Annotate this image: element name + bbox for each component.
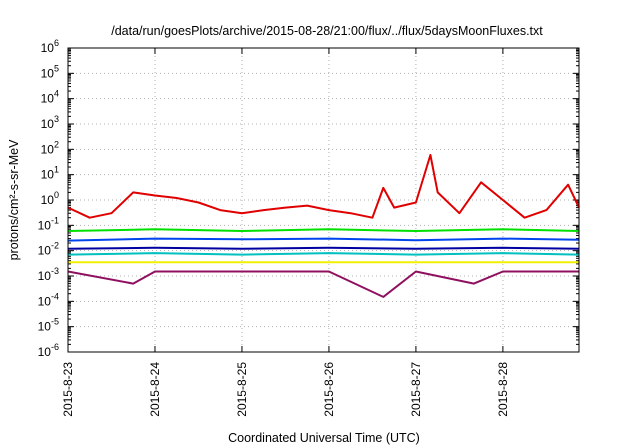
- y-tick-label-base: 10: [38, 320, 52, 334]
- y-tick-label: 10-4: [38, 291, 59, 308]
- y-tick-label: 105: [41, 63, 59, 80]
- x-tick-label: 2015-8-28: [496, 362, 510, 417]
- x-tick-label: 2015-8-26: [322, 362, 336, 417]
- series-line: [67, 237, 580, 242]
- y-tick-label: 104: [41, 89, 59, 106]
- y-tick-label: 10-5: [38, 317, 59, 334]
- y-tick-label-base: 10: [41, 92, 55, 106]
- y-tick-label-base: 10: [41, 168, 55, 182]
- series-line: [67, 246, 580, 250]
- y-tick-label-exponent: 6: [54, 38, 59, 48]
- series-line: [67, 154, 580, 219]
- series-line: [67, 270, 579, 298]
- x-tick-label: 2015-8-27: [409, 362, 423, 417]
- y-tick-label: 10-1: [38, 215, 59, 232]
- y-tick-label-base: 10: [41, 66, 55, 80]
- y-tick-label-base: 10: [41, 193, 55, 207]
- y-tick-label-exponent: -2: [51, 241, 59, 251]
- x-tick-label: 2015-8-25: [235, 362, 249, 417]
- y-tick-label-exponent: 1: [54, 165, 59, 175]
- x-axis-label: Coordinated Universal Time (UTC): [228, 431, 420, 445]
- y-tick-label-base: 10: [38, 244, 52, 258]
- series-layer: [67, 154, 580, 298]
- plot-frame: [67, 47, 580, 353]
- series-line: [67, 252, 580, 256]
- y-tick-label: 103: [41, 114, 59, 131]
- y-axis-label: protons/cm²-s-sr-MeV: [7, 139, 21, 261]
- y-tick-label-exponent: -3: [51, 266, 59, 276]
- x-tick-label: 2015-8-24: [148, 362, 162, 417]
- y-tick-label-exponent: -5: [51, 317, 59, 327]
- y-tick-label: 100: [41, 190, 59, 207]
- y-tick-label: 10-2: [38, 241, 59, 258]
- x-tick-labels: 2015-8-23 2015-8-24 2015-8-25 2015-8-26 2015…: [61, 362, 510, 417]
- y-tick-label-base: 10: [41, 142, 55, 156]
- y-tick-label: 101: [41, 165, 59, 182]
- y-tick-label-exponent: 3: [54, 114, 59, 124]
- y-tick-label-exponent: 5: [54, 63, 59, 73]
- y-tick-label: 10-6: [38, 342, 59, 359]
- y-tick-label-exponent: -6: [51, 342, 59, 352]
- y-tick-label-exponent: 0: [54, 190, 59, 200]
- y-tick-label-exponent: 4: [54, 89, 59, 99]
- y-tick-label-exponent: 2: [54, 139, 59, 149]
- y-tick-label-base: 10: [38, 269, 52, 283]
- y-tick-labels: 10-610-510-410-310-210-11001011021031041…: [38, 38, 59, 359]
- y-tick-label-exponent: -4: [51, 291, 59, 301]
- series-line: [67, 228, 580, 232]
- y-tick-label-base: 10: [38, 218, 52, 232]
- y-tick-label-exponent: -1: [51, 215, 59, 225]
- chart-title: /data/run/goesPlots/archive/2015-08-28/2…: [111, 24, 543, 38]
- y-tick-label: 106: [41, 38, 59, 55]
- y-tick-label: 10-3: [38, 266, 59, 283]
- x-tick-label: 2015-8-23: [61, 362, 75, 417]
- y-tick-label-base: 10: [38, 294, 52, 308]
- y-tick-label-base: 10: [41, 117, 55, 131]
- y-tick-label: 102: [41, 139, 59, 156]
- y-tick-label-base: 10: [41, 41, 55, 55]
- y-tick-label-base: 10: [38, 345, 52, 359]
